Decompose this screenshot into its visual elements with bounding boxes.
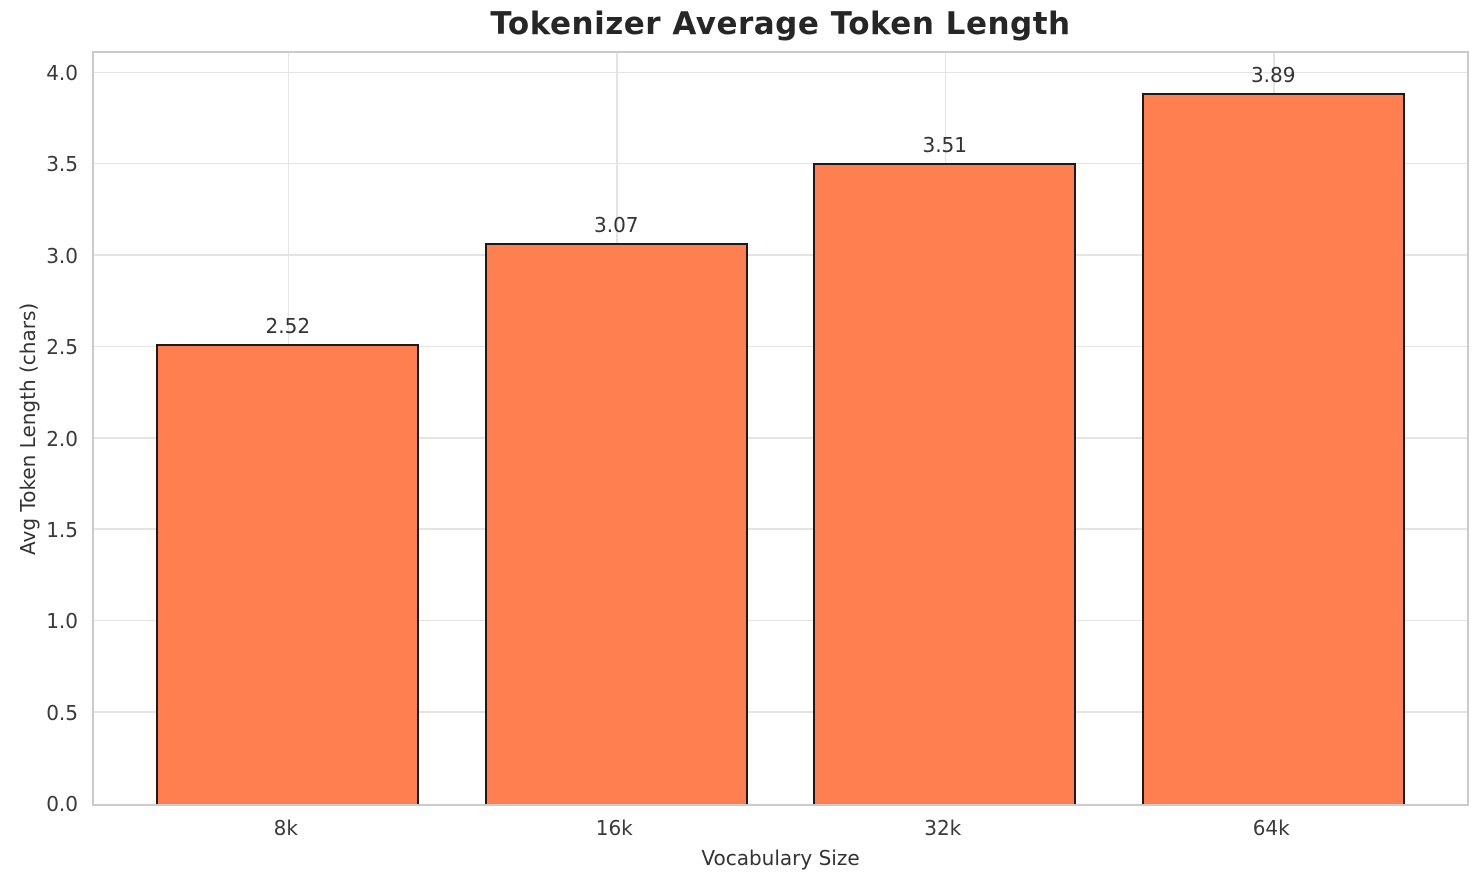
x-tick-label-64k: 64k — [1252, 816, 1290, 840]
h-gridline — [94, 619, 1467, 622]
bar-value-label: 3.89 — [1250, 63, 1296, 88]
h-gridline — [94, 437, 1467, 439]
y-tick-label: 4.0 — [46, 61, 78, 86]
plot-area: 2.52 3.07 3.51 3.89 — [92, 51, 1469, 806]
x-tick-label-8k: 8k — [273, 816, 298, 840]
x-axis-ticks: 8k 16k 32k 64k — [92, 816, 1469, 846]
bar-value-label: 2.52 — [265, 313, 311, 338]
bar-16k — [484, 243, 748, 804]
y-tick-label: 2.0 — [46, 426, 78, 451]
h-gridline — [94, 254, 1467, 256]
bar-8k — [156, 343, 420, 804]
h-gridline — [94, 528, 1467, 530]
bar-value-label: 3.07 — [593, 213, 639, 238]
y-tick-label: 3.0 — [46, 243, 78, 268]
x-tick-label-16k: 16k — [595, 816, 633, 840]
y-tick-label: 2.5 — [46, 335, 78, 360]
y-tick-label: 3.5 — [46, 152, 78, 177]
y-tick-label: 0.0 — [46, 792, 78, 816]
y-axis-label: Avg Token Length (chars) — [16, 302, 40, 555]
bar-value-label: 3.51 — [922, 132, 967, 157]
y-axis-ticks: 0.0 0.5 1.0 1.5 2.0 2.5 3.0 3.5 4.0 — [0, 51, 80, 816]
y-tick-label: 0.5 — [46, 700, 78, 725]
bar-32k — [813, 162, 1077, 804]
h-gridline — [94, 711, 1467, 713]
h-gridline — [94, 162, 1467, 165]
x-axis-label: Vocabulary Size — [701, 846, 860, 870]
chart-title: Tokenizer Average Token Length — [490, 6, 1071, 42]
h-gridline — [94, 71, 1467, 74]
bar-64k — [1141, 93, 1405, 804]
h-gridline — [94, 345, 1467, 348]
y-tick-label: 1.0 — [46, 609, 78, 634]
y-tick-label: 1.5 — [46, 517, 78, 542]
x-tick-label-32k: 32k — [924, 816, 962, 840]
